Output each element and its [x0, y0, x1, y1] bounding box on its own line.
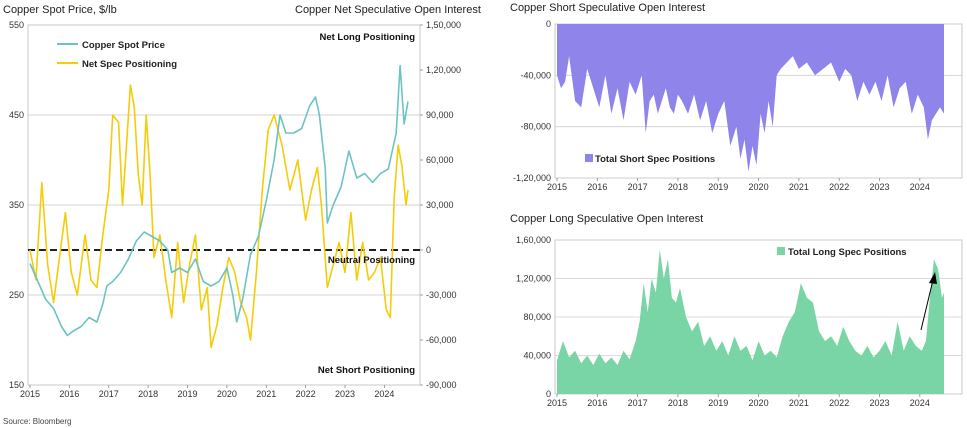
legend-label-short: Total Short Spec Positions — [595, 154, 715, 165]
y-tick-label: -80,000 — [520, 122, 551, 132]
legend-swatch-long — [777, 247, 785, 255]
legend-label-spec: Net Spec Positioning — [82, 59, 177, 70]
annotation-net-short: Net Short Positioning — [318, 365, 415, 376]
x-tick-label: 2021 — [256, 389, 276, 399]
right-y-tick-label: 1,20,000 — [426, 65, 461, 75]
x-tick-label: 2021 — [789, 398, 809, 408]
x-tick-label: 2015 — [20, 389, 40, 399]
y-tick-label: 0 — [546, 389, 551, 399]
long-y-axis: 1,60,000 1,20,000 80,000 40,000 0 — [516, 235, 551, 399]
y-tick-label: 1,60,000 — [516, 235, 551, 245]
long-chart-title: Copper Long Speculative Open Interest — [510, 213, 703, 225]
right-axis-title: Copper Net Speculative Open Interest — [295, 4, 481, 16]
x-tick-label: 2024 — [910, 182, 930, 192]
left-y-tick-label: 350 — [9, 200, 24, 210]
right-y-tick-label: 1,50,000 — [426, 20, 461, 30]
y-tick-label: 1,20,000 — [516, 274, 551, 284]
annotation-neutral: Neutral Positioning — [328, 255, 415, 266]
x-tick-label: 2019 — [708, 398, 728, 408]
right-y-tick-label: -30,000 — [426, 290, 457, 300]
x-tick-label: 2024 — [374, 389, 394, 399]
legend: Copper Spot Price Net Spec Positioning — [57, 40, 177, 70]
x-tick-label: 2024 — [910, 398, 930, 408]
trend-arrow — [920, 272, 937, 331]
x-tick-label: 2016 — [587, 398, 607, 408]
short-y-axis: 0 -40,000 -80,000 -1,20,000 — [513, 19, 551, 183]
x-tick-label: 2017 — [628, 398, 648, 408]
combined-chart: Copper Spot Price, $/lb Copper Net Specu… — [3, 4, 481, 399]
x-tick-label: 2020 — [749, 182, 769, 192]
legend-swatch-short — [585, 154, 593, 162]
short-spec-chart: Copper Short Speculative Open Interest 0… — [510, 2, 963, 192]
x-tick-label: 2023 — [335, 389, 355, 399]
right-y-tick-label: 60,000 — [426, 155, 454, 165]
copper-spot-price-line — [29, 64, 409, 337]
x-tick-label: 2023 — [869, 182, 889, 192]
left-axis-title: Copper Spot Price, $/lb — [3, 4, 117, 16]
trend-arrow-head — [929, 272, 937, 284]
right-y-tick-label: 90,000 — [426, 110, 454, 120]
total-long-spec-area — [557, 249, 944, 394]
y-tick-label: -40,000 — [520, 70, 551, 80]
source-note: Source: Bloomberg — [3, 417, 71, 426]
x-tick-label: 2016 — [587, 182, 607, 192]
y-tick-label: -1,20,000 — [513, 173, 551, 183]
x-tick-label: 2022 — [829, 182, 849, 192]
x-tick-label: 2015 — [547, 398, 567, 408]
legend-label-copper: Copper Spot Price — [82, 40, 165, 51]
right-y-tick-label: 0 — [426, 245, 431, 255]
left-y-tick-label: 250 — [9, 290, 24, 300]
grid-lines — [28, 24, 420, 386]
short-x-axis: 2015 2016 2017 2018 2019 2020 2021 2022 2023 2024 — [547, 178, 930, 192]
right-y-tick-label: 30,000 — [426, 200, 454, 210]
x-axis: 2015 2016 2017 2018 2019 2020 2021 2022 2023 2024 — [20, 385, 394, 399]
net-spec-positioning-line — [29, 84, 409, 349]
annotation-net-long: Net Long Positioning — [319, 32, 415, 43]
y-tick-label: 0 — [546, 19, 551, 29]
x-tick-label: 2019 — [708, 182, 728, 192]
x-tick-label: 2018 — [668, 398, 688, 408]
x-tick-label: 2020 — [217, 389, 237, 399]
x-tick-label: 2017 — [628, 182, 648, 192]
left-y-tick-label: 550 — [9, 20, 24, 30]
y-tick-label: 40,000 — [523, 351, 551, 361]
left-y-axis: 550 450 350 250 150 — [9, 20, 24, 390]
x-tick-label: 2015 — [547, 182, 567, 192]
long-spec-chart: Copper Long Speculative Open Interest 1,… — [510, 213, 963, 408]
right-y-tick-label: -90,000 — [426, 380, 457, 390]
x-tick-label: 2019 — [177, 389, 197, 399]
x-tick-label: 2023 — [869, 398, 889, 408]
x-tick-label: 2018 — [138, 389, 158, 399]
trend-arrow-shaft — [920, 279, 934, 331]
left-y-tick-label: 450 — [9, 110, 24, 120]
x-tick-label: 2022 — [296, 389, 316, 399]
x-tick-label: 2020 — [749, 398, 769, 408]
right-y-tick-label: -60,000 — [426, 335, 457, 345]
x-tick-label: 2016 — [59, 389, 79, 399]
right-y-axis: 1,50,000 1,20,000 90,000 60,000 30,000 0 -30,0… — [420, 20, 461, 390]
legend-label-long: Total Long Spec Positions — [788, 247, 907, 258]
long-x-axis: 2015 2016 2017 2018 2019 2020 2021 2022 2023 2024 — [547, 394, 930, 408]
left-y-tick-label: 150 — [9, 380, 24, 390]
x-tick-label: 2022 — [829, 398, 849, 408]
y-tick-label: 80,000 — [523, 312, 551, 322]
x-tick-label: 2018 — [668, 182, 688, 192]
x-tick-label: 2017 — [99, 389, 119, 399]
short-chart-title: Copper Short Speculative Open Interest — [510, 2, 705, 14]
x-tick-label: 2021 — [789, 182, 809, 192]
total-short-spec-area — [557, 24, 944, 172]
